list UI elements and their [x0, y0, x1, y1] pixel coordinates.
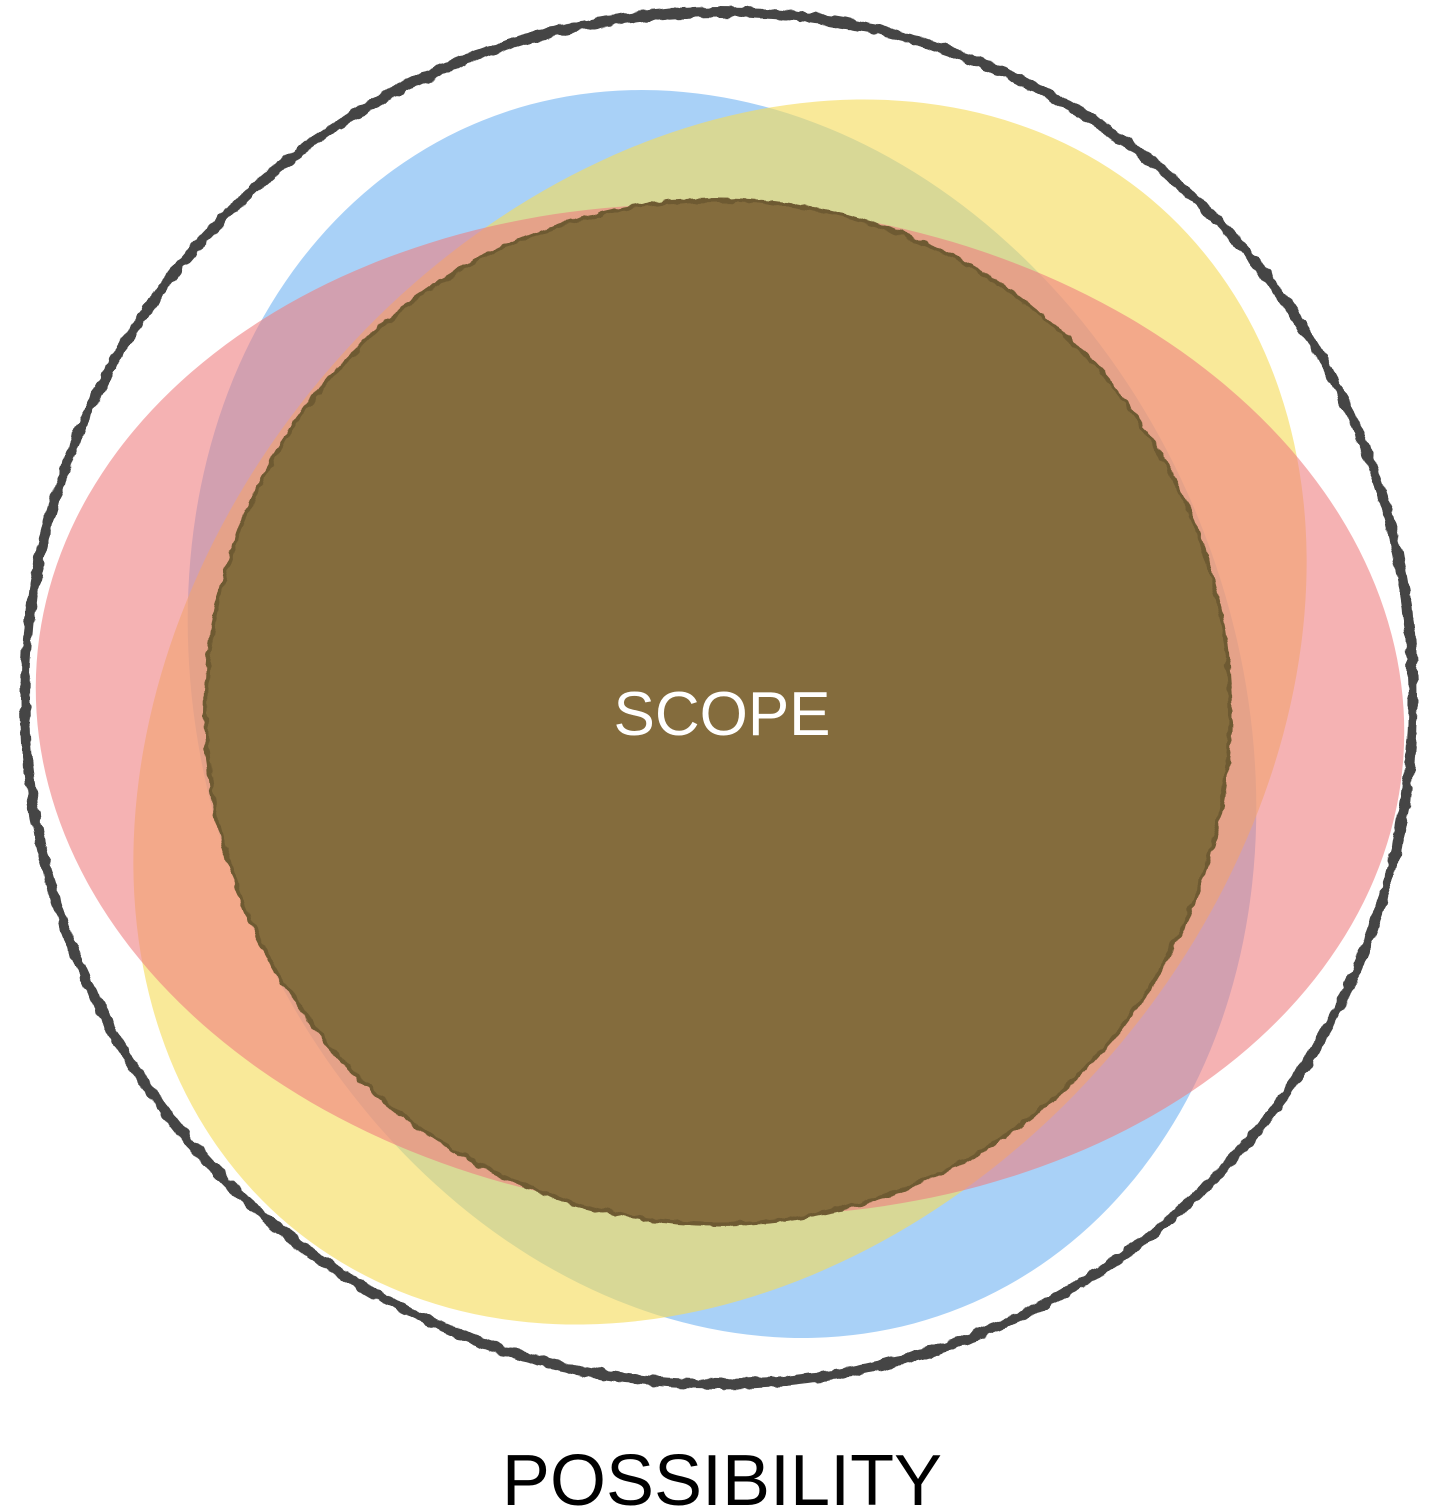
possibility-label: POSSIBILITY	[502, 1441, 942, 1510]
possibility-circle	[20, 7, 1418, 1389]
scope-circle	[204, 198, 1232, 1226]
scope-label: SCOPE	[613, 680, 830, 749]
